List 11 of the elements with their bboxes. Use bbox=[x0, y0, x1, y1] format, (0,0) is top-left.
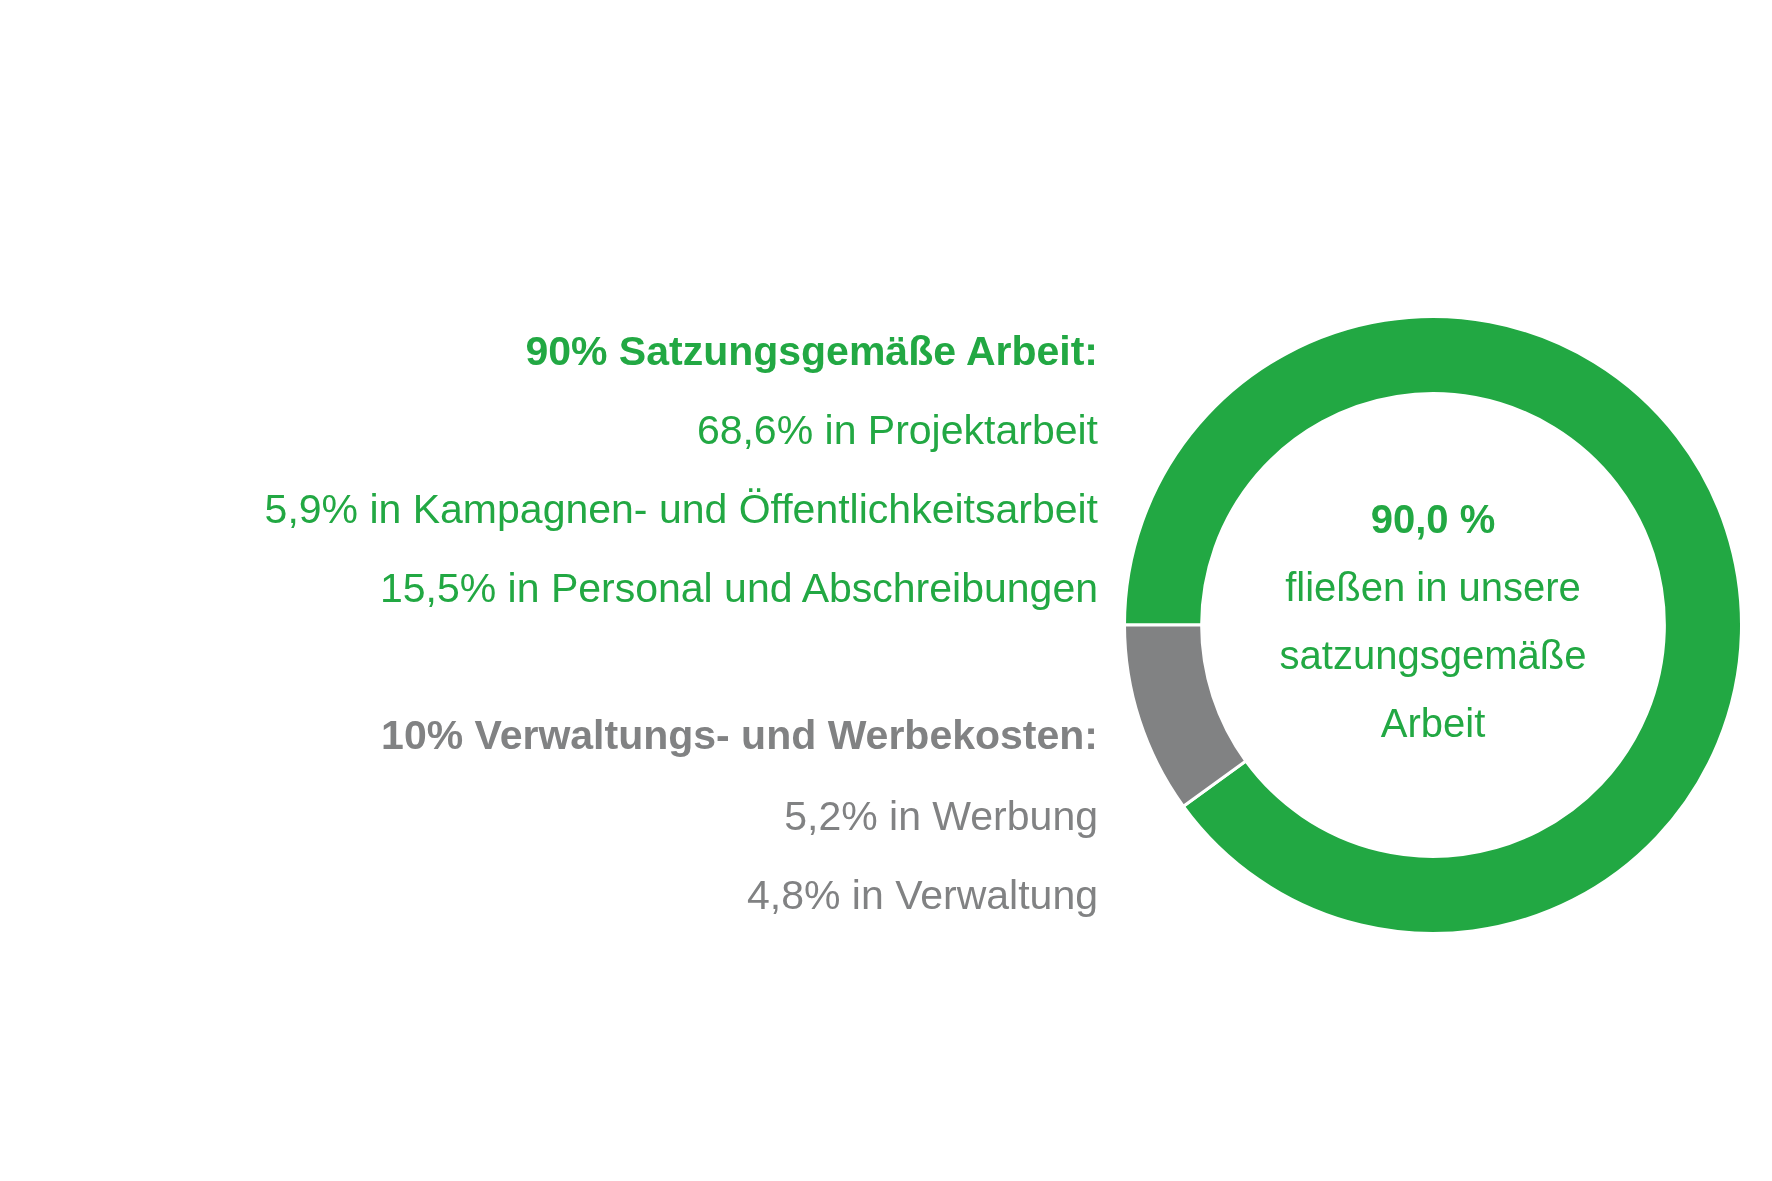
text: Arbeit bbox=[1379, 701, 1487, 746]
text: 68,6% in Projektarbeit bbox=[696, 407, 1098, 454]
text: 5,2% in Werbung bbox=[784, 793, 1098, 840]
text: 15,5% in Personal und Abschreibungen bbox=[379, 565, 1098, 612]
text: 5,9% in Kampagnen- und Öffentlichkeitsarbeit bbox=[264, 486, 1098, 533]
text: 90% Satzungsgemäße Arbeit: bbox=[525, 328, 1098, 375]
text: 90,0 % bbox=[1369, 497, 1497, 542]
text: 4,8% in Verwaltung bbox=[746, 872, 1098, 919]
text: 10% Verwaltungs- und Werbekosten: bbox=[381, 712, 1098, 759]
text: satzungsgemäße bbox=[1278, 633, 1588, 678]
text: fließen in unsere bbox=[1284, 565, 1582, 610]
